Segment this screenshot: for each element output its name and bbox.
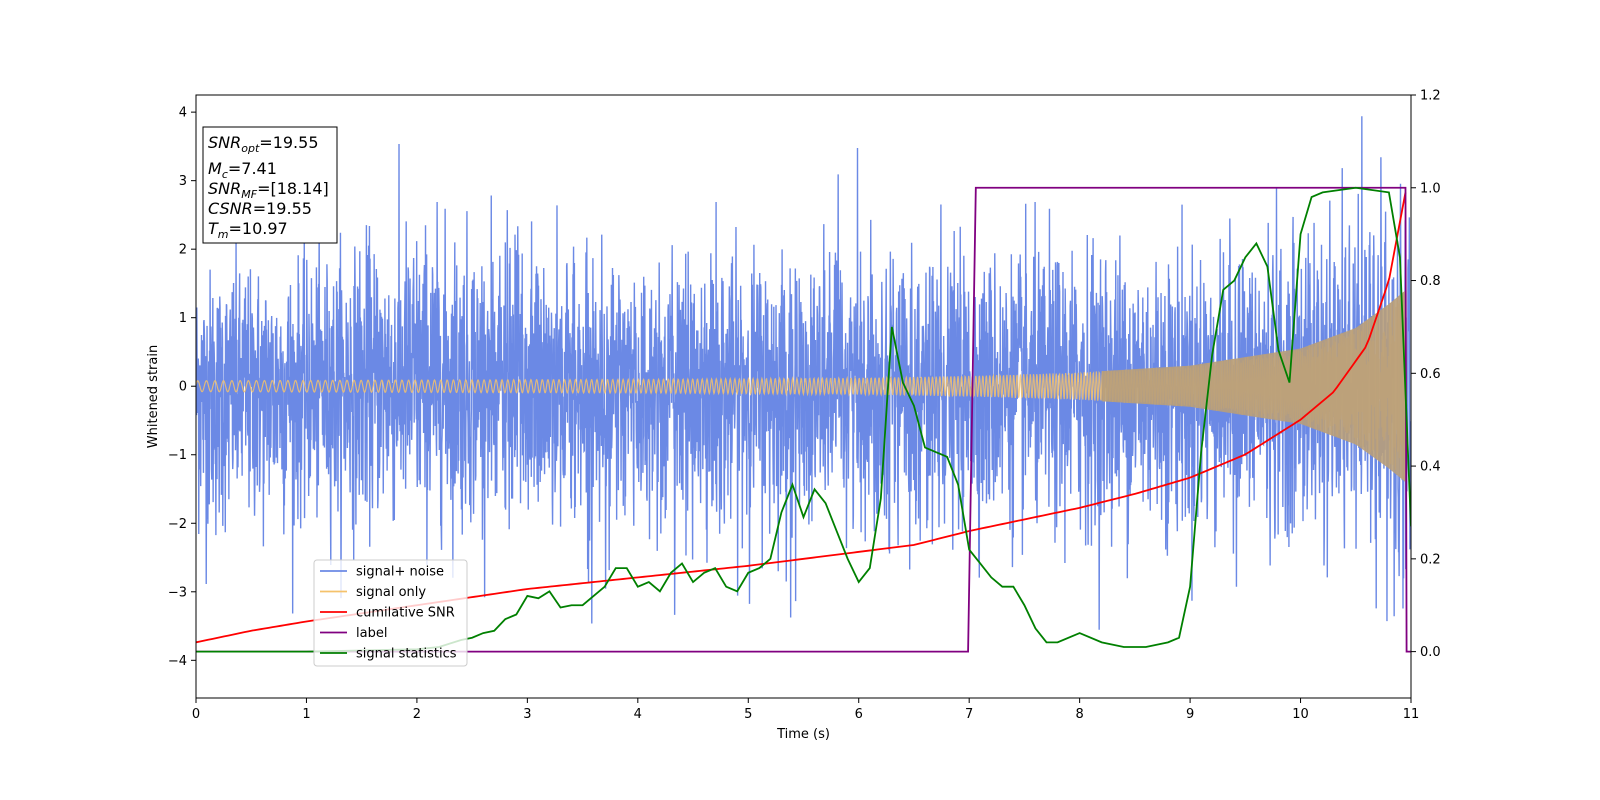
info-line-subscript: c <box>222 168 228 181</box>
signal-overlap-envelope <box>1101 290 1407 483</box>
y-left-tick-label: 3 <box>179 174 187 189</box>
legend-entry-label: signal+ noise <box>356 565 444 580</box>
info-line-symbol: SNR <box>208 133 241 152</box>
x-tick-label: 8 <box>1075 707 1083 722</box>
x-tick-label: 9 <box>1186 707 1194 722</box>
info-line-symbol: CSNR <box>208 199 253 218</box>
info-line-subscript: MF <box>241 188 257 201</box>
series-label-line <box>196 186 1411 653</box>
y-right-tick-label: 1.2 <box>1420 89 1441 104</box>
y-left-tick-label: −3 <box>168 585 187 600</box>
info-line-subscript: opt <box>241 142 260 155</box>
y-right-tick-label: 0.4 <box>1420 460 1441 475</box>
info-box-frame <box>202 126 338 244</box>
series-signal-statistics-line <box>196 186 1411 653</box>
info-line: SNRMF=[18.14] <box>208 179 329 201</box>
legend: signal+ noise signal only cumilative SNR la… <box>313 559 468 667</box>
legend-entry-label: signal only <box>356 585 426 600</box>
axes: 0 1 2 3 4 5 6 7 8 9 10 11 −4 −3 −2 −1 0 1 2 3 4 0.0 0.2 0.4 0.6 0… <box>168 89 1441 723</box>
y-left-tick-label: −2 <box>168 517 187 532</box>
legend-entry-label: signal statistics <box>356 647 457 662</box>
y-right-tick-label: 0.8 <box>1420 274 1441 289</box>
info-line: CSNR=19.55 <box>208 199 312 218</box>
x-tick-label: 3 <box>523 707 531 722</box>
info-line-symbol: T <box>208 219 219 238</box>
legend-frame <box>313 559 468 667</box>
y-right-tick-label: 0.2 <box>1420 552 1441 567</box>
info-line-value: =10.97 <box>229 219 288 238</box>
info-line: Mc=7.41 <box>208 159 277 181</box>
info-line: SNRopt=19.55 <box>208 133 319 155</box>
info-line-value: =19.55 <box>259 133 318 152</box>
x-tick-label: 0 <box>192 707 200 722</box>
y-left-tick-label: 4 <box>179 106 187 121</box>
x-axis-label: Time (s) <box>776 727 830 742</box>
x-tick-label: 5 <box>744 707 752 722</box>
series-signal-noise-line <box>196 116 1411 630</box>
y-left-tick-label: 1 <box>179 311 187 326</box>
y-left-tick-label: −1 <box>168 448 187 463</box>
x-tick-label: 1 <box>302 707 310 722</box>
y-right-tick-label: 0.0 <box>1420 645 1441 660</box>
x-tick-label: 11 <box>1403 707 1420 722</box>
y-right-tick-label: 0.6 <box>1420 367 1441 382</box>
info-line-value: =19.55 <box>253 199 312 218</box>
x-tick-label: 10 <box>1292 707 1309 722</box>
info-line-value: =7.41 <box>228 159 277 178</box>
info-line: Tm=10.97 <box>208 219 288 241</box>
plot-frame <box>195 94 1412 699</box>
info-line-symbol: M <box>208 159 222 178</box>
x-tick-label: 7 <box>965 707 973 722</box>
x-tick-label: 2 <box>413 707 421 722</box>
x-tick-label: 6 <box>855 707 863 722</box>
y-right-tick-label: 1.0 <box>1420 181 1441 196</box>
y-left-tick-label: 2 <box>179 243 187 258</box>
info-line-symbol: SNR <box>208 179 241 198</box>
info-line-subscript: m <box>218 228 229 241</box>
x-tick-label: 4 <box>634 707 642 722</box>
info-line-value: =[18.14] <box>257 179 329 198</box>
legend-entry-label: label <box>356 626 387 641</box>
y-axis-label: Whitened strain <box>146 345 161 448</box>
info-annotation-box: SNRopt=19.55Mc=7.41SNRMF=[18.14]CSNR=19.… <box>202 126 338 244</box>
legend-entry-label: cumilative SNR <box>356 606 455 621</box>
y-left-tick-label: −4 <box>168 654 187 669</box>
y-left-tick-label: 0 <box>179 380 187 395</box>
